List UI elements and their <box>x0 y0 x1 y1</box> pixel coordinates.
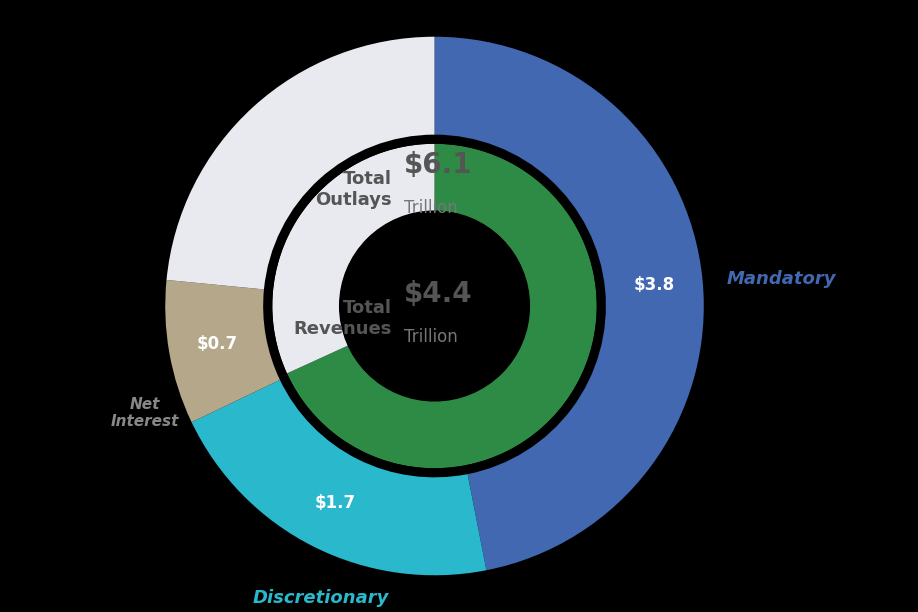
Text: Total
Revenues: Total Revenues <box>294 299 392 338</box>
Text: Mandatory: Mandatory <box>727 271 836 288</box>
Circle shape <box>340 211 530 401</box>
Text: $1.7: $1.7 <box>315 494 356 512</box>
Text: $6.1: $6.1 <box>404 151 473 179</box>
Text: Trillion: Trillion <box>404 327 458 346</box>
Wedge shape <box>273 144 434 373</box>
Wedge shape <box>165 280 280 422</box>
Text: Total
Outlays: Total Outlays <box>315 170 392 209</box>
Wedge shape <box>192 380 487 575</box>
Wedge shape <box>434 37 704 570</box>
Text: Net
Interest: Net Interest <box>111 397 179 429</box>
Text: Trillion: Trillion <box>404 199 458 217</box>
Text: Discretionary: Discretionary <box>252 589 388 607</box>
Text: $3.8: $3.8 <box>633 275 675 294</box>
Text: $4.4: $4.4 <box>404 280 473 308</box>
Wedge shape <box>287 144 597 468</box>
Wedge shape <box>166 37 434 289</box>
Text: $0.7: $0.7 <box>197 335 238 353</box>
